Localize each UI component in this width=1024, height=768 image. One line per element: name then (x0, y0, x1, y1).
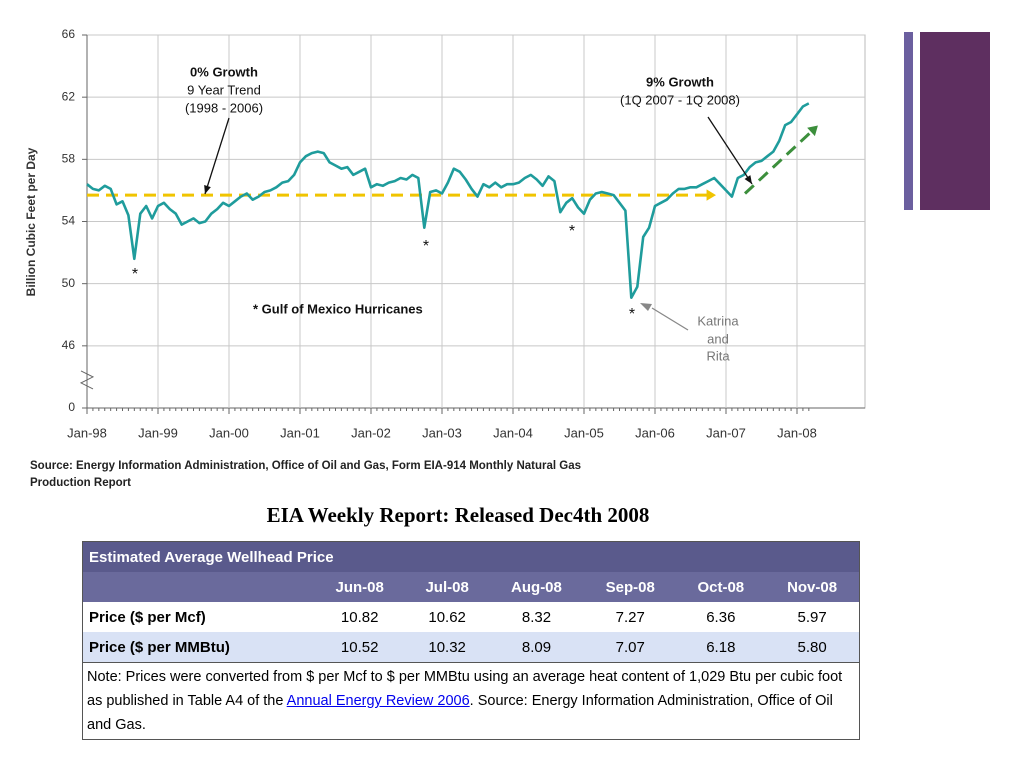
column-header: Nov-08 (765, 572, 859, 602)
decor-block (920, 32, 990, 210)
table: Estimated Average Wellhead Price Jun-08 J… (83, 542, 859, 662)
x-tick-label: Jan-98 (67, 425, 107, 440)
heading: EIA Weekly Report: Released Dec4th 2008 (267, 503, 650, 527)
annotation: Katrina (697, 313, 739, 328)
annotation: Rita (706, 348, 730, 363)
table-cell: 7.07 (583, 632, 677, 662)
data-line (86, 102, 810, 299)
annotation-arrowhead (744, 175, 752, 184)
table-cell: 5.80 (765, 632, 859, 662)
trend-arrowhead (706, 189, 716, 201)
y-tick-label: 50 (62, 276, 76, 290)
annotation: (1Q 2007 - 1Q 2008) (620, 92, 740, 107)
x-tick-label: Jan-99 (138, 425, 178, 440)
x-tick-label: Jan-05 (564, 425, 604, 440)
annotation: 0% Growth (190, 64, 258, 79)
annotation: (1998 - 2006) (185, 100, 263, 115)
note-text: . Source: Energy Information Administrat… (87, 693, 833, 733)
chart: Billion Cubic Feet per Day EIA Weekly Re… (24, 27, 866, 527)
table-title: Estimated Average Wellhead Price (83, 542, 859, 572)
y-axis-label: Billion Cubic Feet per Day (24, 147, 38, 296)
annotation: * (569, 223, 575, 240)
annotation: 9% Growth (646, 74, 714, 89)
table-cell: 6.18 (676, 632, 766, 662)
y-tick-label: 0 (68, 400, 75, 414)
decor-bar (904, 32, 913, 210)
row-label: Price ($ per Mcf) (83, 602, 315, 632)
table-cell: 10.82 (314, 602, 406, 632)
x-tick-label: Jan-03 (422, 425, 462, 440)
table-cell: 7.27 (583, 602, 677, 632)
price-table: Estimated Average Wellhead Price Jun-08 J… (82, 541, 860, 740)
x-tick-label: Jan-06 (635, 425, 675, 440)
x-tick-label: Jan-08 (777, 425, 817, 440)
trend-line (743, 127, 817, 195)
table-cell: 8.32 (488, 602, 584, 632)
annotation: * (423, 238, 429, 255)
y-tick-label: 62 (62, 89, 76, 103)
annotation-arrowhead (204, 185, 211, 194)
source-note: Production Report (30, 477, 131, 489)
x-tick-label: Jan-00 (209, 425, 249, 440)
annotation-arrow (204, 117, 230, 195)
annotation-connector (651, 307, 689, 331)
table-cell: 5.97 (765, 602, 859, 632)
table-cell: 8.09 (488, 632, 584, 662)
x-tick-label: Jan-04 (493, 425, 533, 440)
note-text: Note: Prices were converted from $ per M… (87, 669, 843, 709)
annotation: * (132, 266, 138, 283)
column-header: Jul-08 (405, 572, 489, 602)
x-tick-label: Jan-02 (351, 425, 391, 440)
table-note: Note: Prices were converted from $ per M… (83, 662, 859, 739)
column-header: Sep-08 (583, 572, 677, 602)
source-note: Source: Energy Information Administratio… (30, 460, 581, 472)
annotation: * Gulf of Mexico Hurricanes (253, 301, 423, 316)
column-header: Oct-08 (676, 572, 766, 602)
row-label: Price ($ per MMBtu) (83, 632, 315, 662)
x-tick-label: Jan-01 (280, 425, 320, 440)
annotation-arrowhead (640, 303, 652, 311)
y-tick-label: 58 (62, 152, 76, 166)
annotation: and (707, 331, 729, 346)
header-blank (83, 572, 315, 602)
x-tick-label: Jan-07 (706, 425, 746, 440)
note-link[interactable]: Annual Energy Review 2006 (286, 693, 470, 709)
annotation: * (629, 306, 635, 323)
table-cell: 6.36 (676, 602, 766, 632)
y-tick-label: 54 (62, 214, 76, 228)
y-tick-label: 66 (62, 27, 76, 41)
table-cell: 10.52 (314, 632, 406, 662)
annotation-arrow (707, 116, 753, 185)
y-tick-label: 46 (62, 338, 76, 352)
table-cell: 10.62 (405, 602, 489, 632)
table-cell: 10.32 (405, 632, 489, 662)
annotation: 9 Year Trend (187, 82, 261, 97)
column-header: Jun-08 (314, 572, 406, 602)
column-header: Aug-08 (488, 572, 584, 602)
trend-arrowhead (807, 125, 818, 137)
